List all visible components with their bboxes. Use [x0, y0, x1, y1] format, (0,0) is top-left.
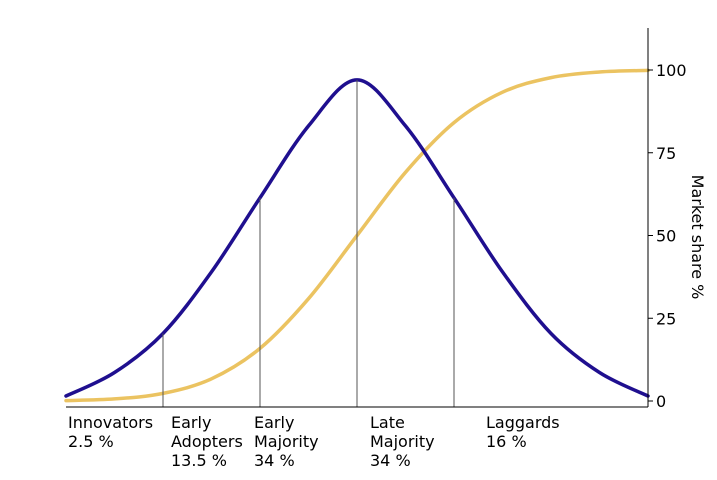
- segment-label-line: Adopters: [171, 432, 243, 451]
- segment-label-laggards: Laggards 16 %: [486, 413, 560, 451]
- segment-label-line: Late: [370, 413, 405, 432]
- segment-label-line: Innovators: [68, 413, 154, 432]
- segment-label-line: 13.5 %: [171, 451, 227, 470]
- segment-label-line: Majority: [254, 432, 319, 451]
- segment-label-line: Early: [171, 413, 212, 432]
- y-tick-label: 25: [656, 309, 676, 328]
- y-tick-label: 0: [656, 392, 666, 411]
- segment-dividers: [162, 79, 455, 407]
- segment-label-line: Majority: [370, 432, 435, 451]
- segment-label-line: Early: [254, 413, 295, 432]
- segment-label-line: Laggards: [486, 413, 560, 432]
- chart-axes: [66, 28, 649, 408]
- segment-label-innovators: Innovators 2.5 %: [68, 413, 153, 451]
- y-ticks: 0 25 50 75 100: [648, 61, 687, 411]
- segment-label-late-majority: Late Majority 34 %: [370, 413, 435, 470]
- y-tick-label: 100: [656, 61, 687, 80]
- segment-label-line: 2.5 %: [68, 432, 114, 451]
- segment-label-line: 34 %: [370, 451, 411, 470]
- y-axis-title: Market share %: [688, 175, 707, 300]
- segment-label-early-adopters: Early Adopters 13.5 %: [171, 413, 243, 470]
- y-tick-label: 50: [656, 227, 676, 246]
- segment-label-early-majority: Early Majority 34 %: [254, 413, 319, 470]
- series-line-adoption-curve: [64, 78, 650, 398]
- segment-label-line: 16 %: [486, 432, 527, 451]
- segment-label-line: 34 %: [254, 451, 295, 470]
- y-tick-label: 75: [656, 144, 676, 163]
